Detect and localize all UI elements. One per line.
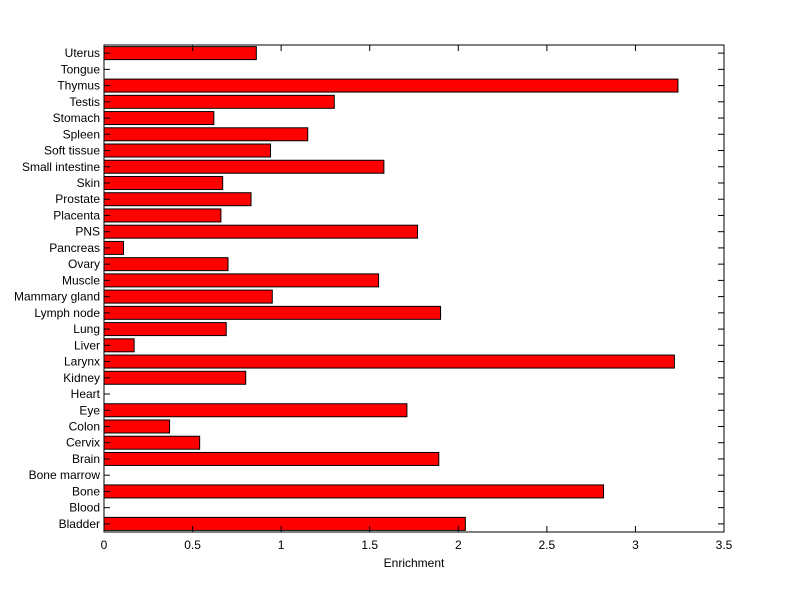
x-tick-label: 3: [632, 538, 639, 552]
plot-area: [104, 45, 724, 532]
y-tick-label: Pancreas: [49, 241, 100, 255]
y-tick-label: Bone marrow: [29, 468, 101, 482]
x-tick-label: 2.5: [539, 538, 556, 552]
y-tick-label: Testis: [69, 95, 100, 109]
y-tick-label: Heart: [71, 387, 101, 401]
bar-thymus: [103, 78, 679, 93]
bar-larynx: [103, 354, 675, 369]
x-tick-label: 1.5: [361, 538, 378, 552]
plot-frame: [103, 44, 725, 533]
bar-colon: [103, 419, 171, 434]
x-tick-label: 0: [101, 538, 108, 552]
y-tick-label: Larynx: [64, 355, 100, 369]
y-tick-label: Mammary gland: [14, 290, 100, 304]
y-tick-label: Liver: [74, 338, 100, 352]
bar-placenta: [103, 208, 222, 223]
x-axis-ticks: 0 0.5 1 1.5 2 2.5 3 3.5: [101, 45, 733, 552]
y-tick-label: Eye: [79, 403, 100, 417]
y-tick-label: Muscle: [62, 273, 100, 287]
bar-lung: [103, 322, 227, 337]
bar-muscle: [103, 273, 380, 288]
bar-mammary-gland: [103, 289, 273, 304]
x-tick-label: 3.5: [716, 538, 733, 552]
bar-ovary: [103, 257, 229, 272]
bar-eye: [103, 403, 408, 418]
bar-brain: [103, 451, 440, 466]
bar-bone: [103, 484, 605, 499]
y-tick-label: Placenta: [53, 208, 100, 222]
y-tick-label: Colon: [69, 419, 100, 433]
y-tick-label: Bone: [72, 484, 100, 498]
y-tick-label: Bladder: [59, 517, 100, 531]
bar-cervix: [103, 435, 201, 450]
y-tick-label: Thymus: [57, 79, 100, 93]
bar-skin: [103, 175, 224, 190]
bar-bladder: [103, 516, 466, 531]
bar-stomach: [103, 111, 215, 126]
x-tick-label: 0.5: [184, 538, 201, 552]
y-tick-label: Prostate: [55, 192, 100, 206]
y-tick-label: Skin: [77, 176, 100, 190]
bar-uterus: [103, 46, 257, 61]
bar-pns: [103, 224, 419, 239]
x-tick-label: 2: [455, 538, 462, 552]
bar-testis: [103, 94, 335, 109]
y-tick-label: Stomach: [53, 111, 100, 125]
y-tick-label: Uterus: [65, 46, 100, 60]
y-tick-label: Cervix: [66, 436, 100, 450]
bar-lymph-node: [103, 305, 442, 320]
y-tick-label: Lung: [73, 322, 100, 336]
y-tick-label: Tongue: [61, 62, 101, 76]
bar-small-intestine: [103, 159, 385, 174]
y-tick-label: Kidney: [63, 371, 100, 385]
y-tick-label: Lymph node: [34, 306, 100, 320]
bar-kidney: [103, 370, 247, 385]
y-tick-label: Blood: [69, 501, 100, 515]
bar-prostate: [103, 192, 252, 207]
y-tick-label: PNS: [75, 225, 100, 239]
y-tick-label: Small intestine: [22, 160, 100, 174]
y-axis-ticks: Bladder Blood Bone Bone marrow Brain Cervix Co…: [14, 46, 724, 531]
x-tick-label: 1: [278, 538, 285, 552]
y-tick-label: Soft tissue: [44, 144, 100, 158]
bar-spleen: [103, 127, 309, 142]
y-tick-label: Ovary: [68, 257, 100, 271]
bar-soft-tissue: [103, 143, 272, 158]
x-axis-title: Enrichment: [384, 556, 445, 570]
y-tick-label: Spleen: [63, 127, 100, 141]
y-tick-label: Brain: [72, 452, 100, 466]
